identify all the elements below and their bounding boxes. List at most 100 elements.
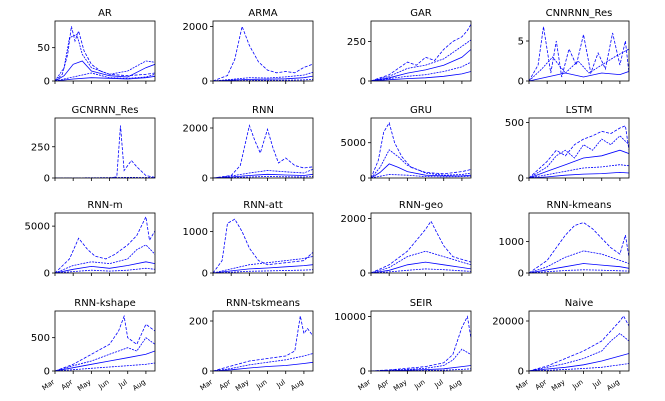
y-tick-label: 0 [518, 269, 524, 280]
subplot-title: RNN-tskmeans [226, 298, 300, 309]
series-line [213, 218, 313, 273]
y-tick-label: 10000 [334, 312, 366, 323]
x-tick-label: May [234, 378, 250, 393]
plot-frame [54, 212, 156, 274]
y-tick-label: 2000 [183, 124, 208, 135]
subplot-11: RNN-kmeans 0 1000 [499, 200, 630, 280]
y-tick-label: 0 [518, 367, 524, 378]
subplot-title: GAR [410, 8, 432, 19]
plot-frame [54, 20, 156, 82]
x-tick-label: May [76, 378, 92, 393]
subplot-title: RNN [252, 105, 274, 116]
x-tick-label: Jun [412, 378, 426, 391]
plot-frame [370, 117, 472, 179]
plot-frame [212, 117, 314, 179]
subplot-title: RNN-geo [399, 200, 443, 211]
series-line [213, 124, 313, 178]
series-line [213, 264, 313, 273]
plot-frame [528, 212, 630, 274]
x-tick-label: Aug [131, 378, 147, 392]
series-line [213, 315, 313, 371]
series-line [55, 60, 155, 81]
plot-frame [370, 20, 472, 82]
plot-frame [54, 310, 156, 372]
series-line [529, 48, 629, 81]
y-tick-label: 0 [360, 77, 366, 88]
plot-frame [370, 212, 472, 274]
subplot-5: RNN 0 2000 [183, 105, 314, 185]
plot-frame [528, 20, 630, 82]
series-line [371, 24, 471, 81]
series-line [371, 71, 471, 81]
plot-frame [528, 117, 630, 179]
subplot-title: LSTM [566, 105, 593, 116]
subplot-8: RNN-m 0 5000 [25, 200, 156, 280]
series-line [55, 26, 155, 81]
y-tick-label: 0 [44, 367, 50, 378]
series-line [529, 315, 629, 371]
subplot-title: RNN-kshape [74, 298, 135, 309]
plot-frame [212, 310, 314, 372]
series-line [529, 135, 629, 178]
x-tick-label: Jun [96, 378, 110, 391]
y-tick-label: 5000 [25, 222, 50, 233]
series-line [55, 33, 155, 81]
x-tick-label: Jul [591, 378, 603, 390]
series-line [371, 174, 471, 178]
series-line [529, 222, 629, 273]
subplot-3: CNNRNN_Res 0 5 [518, 8, 630, 88]
subplot-title: GCNRNN_Res [72, 105, 139, 116]
y-tick-label: 20000 [492, 317, 524, 328]
x-tick-label: Jul [117, 378, 129, 390]
x-tick-label: May [392, 378, 408, 393]
subplot-2: GAR 0 250 [347, 8, 472, 88]
series-line [371, 261, 471, 273]
series-line [371, 61, 471, 81]
x-tick-label: Apr [534, 378, 549, 392]
y-tick-label: 0 [360, 269, 366, 280]
series-line [529, 332, 629, 371]
x-tick-label: Mar [357, 378, 373, 392]
x-tick-label: Aug [605, 378, 621, 392]
subplot-0: AR 0 50 [37, 8, 156, 88]
series-line [213, 75, 313, 81]
series-line [55, 362, 155, 371]
series-line [529, 71, 629, 81]
y-tick-label: 1000 [183, 227, 208, 238]
y-tick-label: 5000 [341, 138, 366, 149]
series-line [371, 268, 471, 273]
x-tick-label: Apr [218, 378, 233, 392]
y-tick-label: 2000 [341, 214, 366, 225]
series-line [213, 353, 313, 371]
y-tick-label: 200 [189, 317, 208, 328]
x-tick-label: Mar [199, 378, 215, 392]
y-tick-label: 0 [360, 174, 366, 185]
x-tick-label: Apr [376, 378, 391, 392]
series-line [213, 173, 313, 178]
series-line [529, 149, 629, 178]
series-line [529, 125, 629, 178]
y-tick-label: 0 [202, 367, 208, 378]
subplot-12: RNN-kshape 0 500 Mar Apr May Jun Jul Aug [31, 298, 156, 393]
series-line [55, 215, 155, 273]
series-line [55, 267, 155, 273]
series-line [529, 26, 629, 81]
subplot-title: GRU [410, 105, 432, 116]
series-line [371, 250, 471, 273]
y-tick-label: 0 [44, 174, 50, 185]
series-line [529, 164, 629, 178]
x-tick-label: Jun [254, 378, 268, 391]
subplot-title: ARMA [248, 8, 277, 19]
series-line [213, 168, 313, 178]
plot-frame [212, 20, 314, 82]
subplot-title: Naive [565, 298, 593, 309]
subplot-15: Naive 0 20000 Mar Apr May Jun Jul Aug [492, 298, 630, 393]
plot-frame [370, 310, 472, 372]
series-line [371, 149, 471, 178]
series-line [371, 121, 471, 178]
y-tick-label: 500 [505, 118, 524, 129]
y-tick-label: 0 [360, 367, 366, 378]
y-tick-label: 500 [31, 333, 50, 344]
subplot-4: GCNRNN_Res 0 250 [31, 105, 156, 185]
x-tick-label: Jun [570, 378, 584, 391]
